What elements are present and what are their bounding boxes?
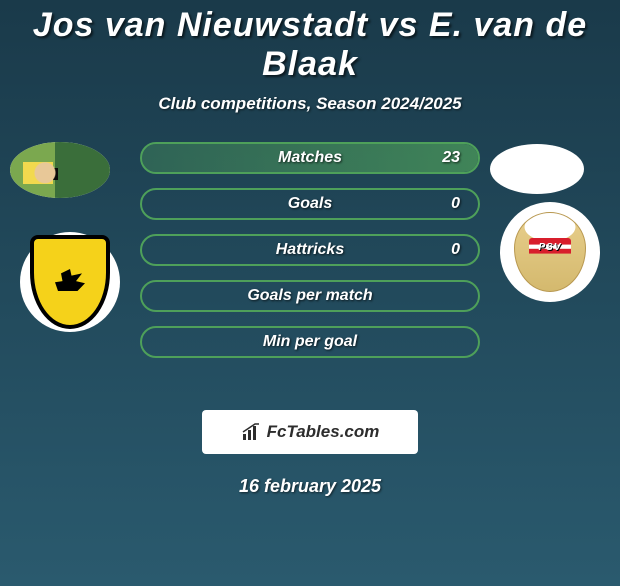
stat-bar: Min per goal — [140, 326, 480, 358]
comparison-content: Matches 23 Goals 0 Hattricks 0 Goals per… — [0, 142, 620, 392]
subtitle: Club competitions, Season 2024/2025 — [0, 94, 620, 114]
stat-label: Goals — [288, 195, 332, 213]
stat-value: 0 — [451, 241, 460, 259]
stat-bar: Goals 0 — [140, 188, 480, 220]
stat-bars: Matches 23 Goals 0 Hattricks 0 Goals per… — [140, 142, 480, 372]
chart-icon — [241, 422, 261, 442]
stat-label: Hattricks — [276, 241, 344, 259]
player-left-photo — [10, 142, 110, 198]
stat-value: 0 — [451, 195, 460, 213]
stat-label: Matches — [278, 149, 342, 167]
logo-text: FcTables.com — [267, 422, 380, 442]
stat-label: Min per goal — [263, 333, 357, 351]
club-right-badge — [500, 202, 600, 302]
page-title: Jos van Nieuwstadt vs E. van de Blaak — [0, 6, 620, 84]
player-right-photo — [490, 144, 584, 194]
stat-value: 23 — [442, 149, 460, 167]
stat-bar: Matches 23 — [140, 142, 480, 174]
stat-bar: Hattricks 0 — [140, 234, 480, 266]
club-left-badge — [20, 232, 120, 332]
stat-bar: Goals per match — [140, 280, 480, 312]
date-text: 16 february 2025 — [0, 476, 620, 497]
stat-label: Goals per match — [247, 287, 372, 305]
fctables-logo[interactable]: FcTables.com — [202, 410, 418, 454]
